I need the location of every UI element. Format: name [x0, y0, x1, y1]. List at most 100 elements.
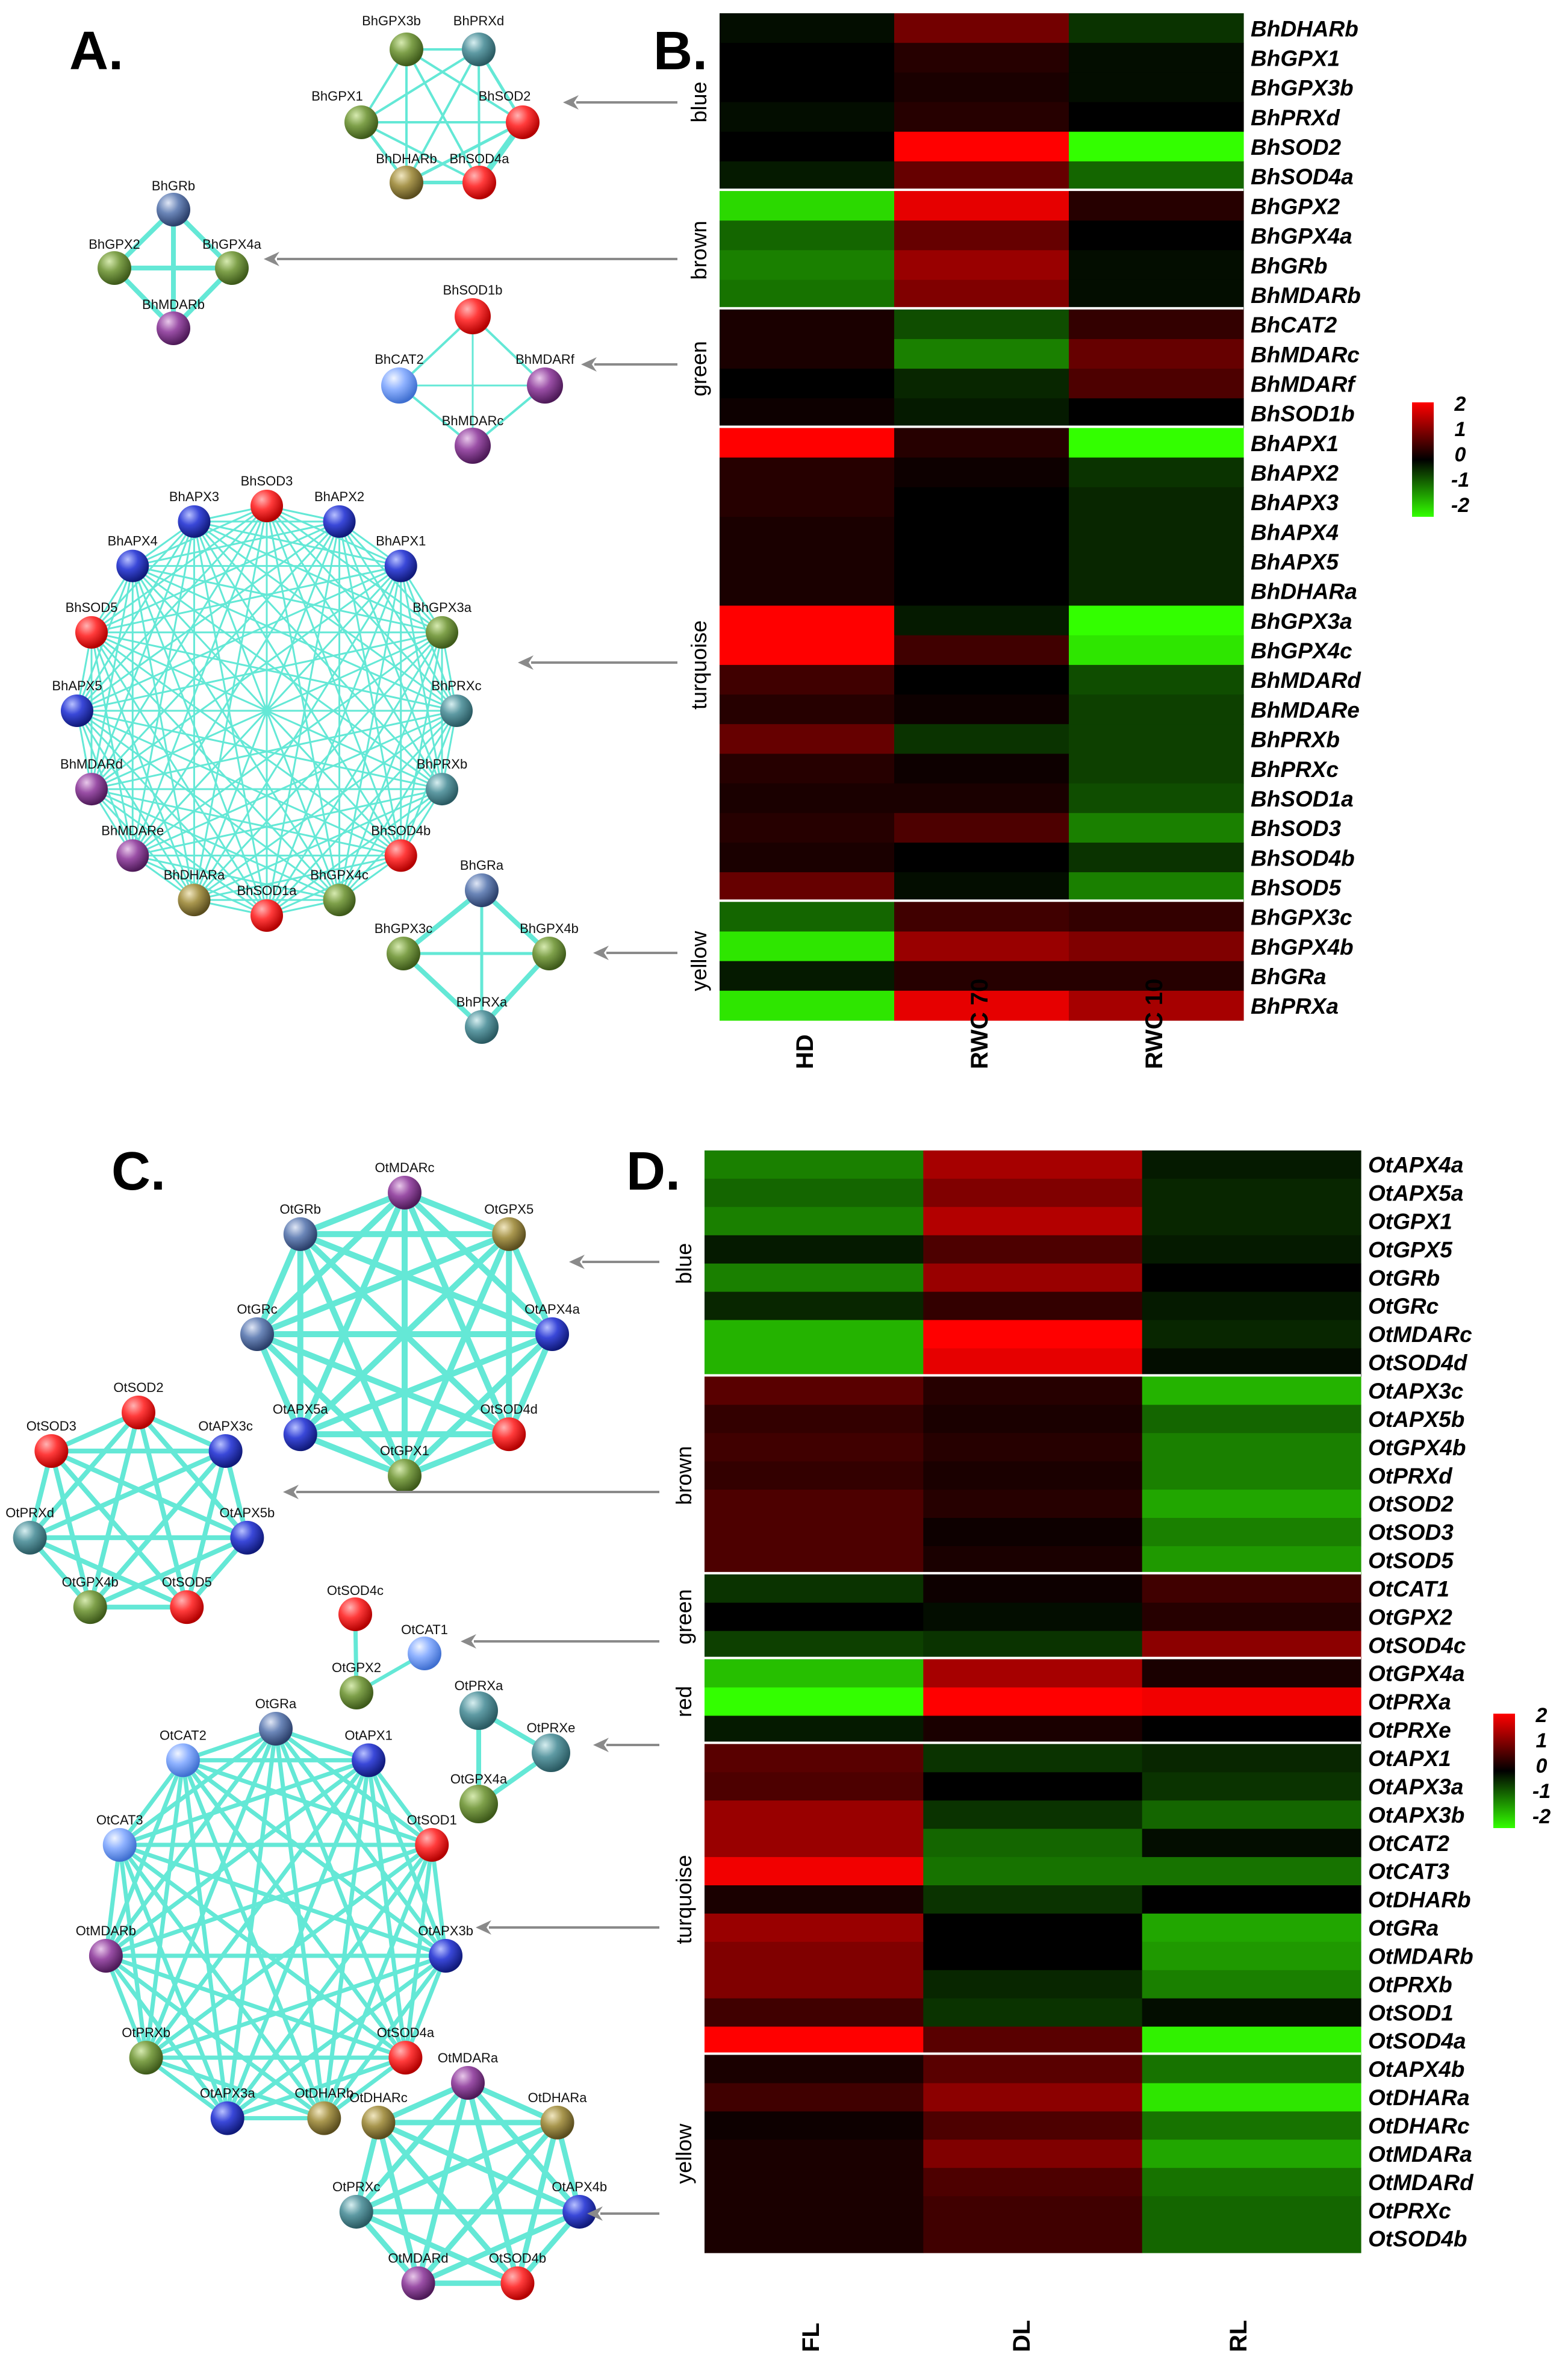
- heatmap-cell: [1142, 2224, 1361, 2253]
- network-edge: [415, 2080, 471, 2286]
- heatmap-cell: [923, 1320, 1143, 1349]
- gene-label: BhMDARd: [1251, 668, 1361, 693]
- heatmap-cell: [1069, 279, 1244, 310]
- gene-label: OtCAT2: [1368, 1831, 1449, 1856]
- module-label: yellow: [671, 2123, 696, 2184]
- node-label: OtGPX4b: [62, 1575, 119, 1590]
- node-label: BhGPX3b: [362, 13, 421, 28]
- network-edge: [181, 1758, 408, 2060]
- heatmap-cell: [1069, 457, 1244, 488]
- gene-label: OtAPX4a: [1368, 1153, 1463, 1178]
- heatmaps: BhDHARb BhGPX1 BhGPX3b BhPRXd BhSOD2 BhSOD4a b…: [671, 13, 1551, 2352]
- network-edge: [273, 1726, 434, 1847]
- heatmap-cell: [1069, 131, 1244, 162]
- gene-node: [73, 1590, 107, 1625]
- gene-label: OtSOD3: [1368, 1520, 1454, 1545]
- gene-label: OtSOD4d: [1368, 1350, 1468, 1375]
- network-edge: [402, 1190, 512, 1237]
- gene-node: [344, 105, 378, 139]
- network-edge: [104, 1953, 326, 2121]
- heatmap-cell: [923, 1518, 1143, 1547]
- heatmap-cell: [923, 2026, 1143, 2056]
- gene-label: OtMDARc: [1368, 1322, 1472, 1347]
- panel-letter-c: C.: [111, 1141, 166, 1202]
- heatmap-cell: [705, 1602, 924, 1632]
- module-label: brown: [671, 1446, 696, 1505]
- heatmap-cell: [705, 1829, 924, 1858]
- heatmap-cell: [1142, 1998, 1361, 2027]
- gene-label: BhPRXb: [1251, 728, 1340, 752]
- gene-label: OtGRb: [1368, 1266, 1440, 1290]
- node-label: BhGPX4b: [520, 921, 579, 936]
- gene-node: [390, 33, 423, 66]
- node-label: OtAPX1: [344, 1728, 392, 1743]
- network-edge: [193, 520, 443, 634]
- gene-node: [129, 2041, 163, 2075]
- gene-node: [339, 2194, 373, 2229]
- heatmap-cell: [720, 279, 895, 310]
- heatmap-cell: [720, 131, 895, 162]
- node-label: BhAPX3: [169, 489, 219, 504]
- gene-node: [61, 694, 93, 727]
- heatmap-cell: [894, 872, 1069, 902]
- gene-node: [401, 2266, 435, 2300]
- heatmap-cell: [1142, 1376, 1361, 1405]
- heatmap-cell: [1142, 1687, 1361, 1716]
- heatmap-cell: [705, 1913, 924, 1943]
- gene-node: [230, 1520, 264, 1555]
- heatmap-cell: [720, 369, 895, 399]
- heatmap-cell: [705, 1715, 924, 1744]
- network-edge: [193, 520, 458, 712]
- heatmap-cell: [705, 2224, 924, 2253]
- gene-label: BhGRa: [1251, 964, 1326, 989]
- heatmap-cell: [894, 339, 1069, 369]
- network-edge: [131, 631, 443, 857]
- network-edge: [254, 1331, 408, 1479]
- module-arrow: [476, 1920, 659, 1935]
- network-edge: [104, 1726, 278, 1958]
- heatmap-cell: [720, 339, 895, 369]
- node-label: BhGPX4c: [310, 867, 369, 882]
- node-label: BhMDARe: [101, 823, 164, 838]
- heatmap-cell: [720, 576, 895, 607]
- heatmap-cell: [720, 102, 895, 133]
- module-arrow: [563, 95, 677, 110]
- gene-label: OtGPX2: [1368, 1605, 1452, 1629]
- heatmap-cell: [1142, 2055, 1361, 2083]
- node-label: OtGRa: [255, 1696, 297, 1711]
- module-arrow: [587, 2206, 659, 2221]
- heatmap-cell: [705, 1263, 924, 1293]
- heatmap-cell: [1069, 339, 1244, 369]
- network-edge: [90, 631, 402, 857]
- gene-label: OtSOD2: [1368, 1492, 1454, 1517]
- heatmap-cell: [1069, 902, 1244, 932]
- condition-label: RL: [1225, 2320, 1252, 2352]
- heatmap-cell: [923, 1574, 1143, 1603]
- network-edge: [104, 1953, 230, 2121]
- heatmap-cell: [1069, 250, 1244, 281]
- heatmap-cell: [720, 457, 895, 488]
- network-edge: [400, 631, 443, 857]
- network-edge: [90, 631, 195, 901]
- heatmap-cell: [894, 250, 1069, 281]
- node-label: OtAPX4a: [524, 1302, 580, 1317]
- node-label: OtSOD5: [162, 1575, 212, 1590]
- gene-label: BhAPX3: [1251, 490, 1339, 515]
- heatmap-cell: [1142, 1885, 1361, 1914]
- network-edge: [144, 1758, 185, 2060]
- gene-node: [562, 2194, 597, 2229]
- color-scale-tick: -2: [1451, 494, 1469, 517]
- network-edge: [131, 565, 195, 901]
- heatmap-cell: [923, 2168, 1143, 2197]
- gene-node: [208, 1434, 243, 1468]
- network-edge: [225, 1953, 448, 2121]
- gene-node: [323, 505, 356, 538]
- node-label: BhPRXb: [417, 757, 467, 772]
- heatmap-cell: [1142, 1970, 1361, 1999]
- network-edge: [297, 1231, 408, 1479]
- node-label: OtGPX5: [484, 1202, 534, 1217]
- node-label: BhSOD1b: [443, 282, 502, 298]
- node-label: OtSOD2: [113, 1380, 163, 1395]
- heatmap-cell: [705, 1461, 924, 1490]
- network-edge: [193, 565, 402, 901]
